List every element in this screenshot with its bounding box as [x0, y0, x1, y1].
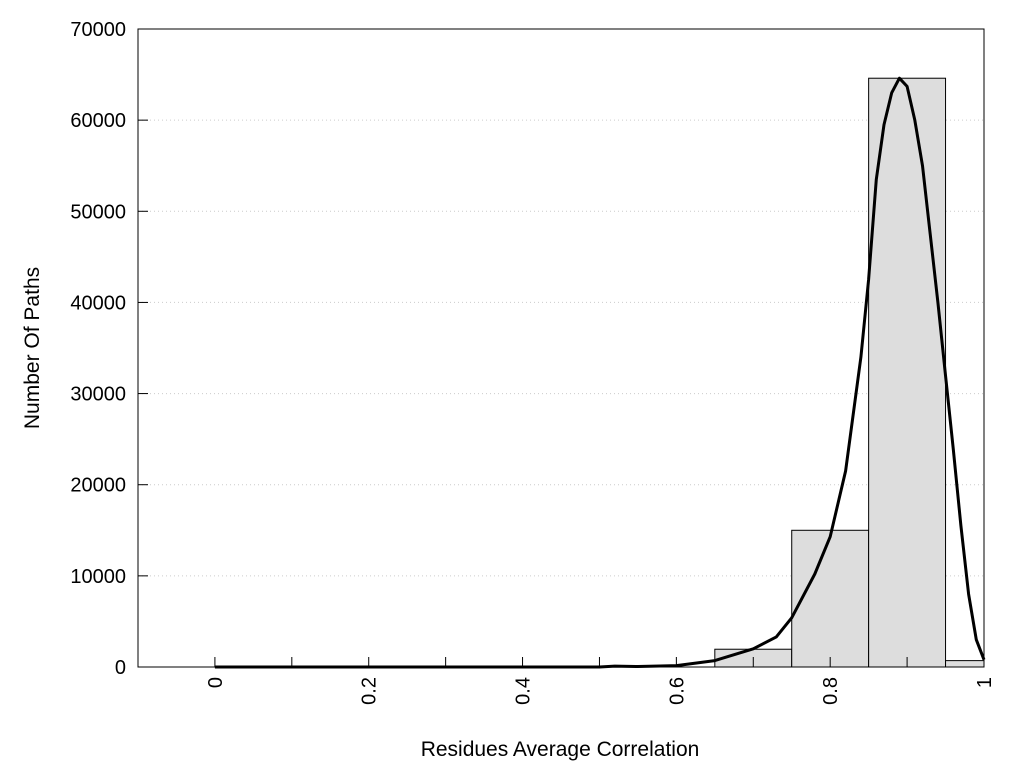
grid-lines: [138, 119, 984, 577]
y-tick-label-4: 40000: [70, 292, 126, 314]
histogram-bar-3: [945, 660, 985, 668]
axis-ticks: [138, 28, 985, 668]
y-tick-label-0: 0: [115, 657, 126, 679]
y-tick-label-5: 50000: [70, 201, 126, 223]
x-tick-labels: 0 0.2 0.4 0.6 0.8 1: [205, 677, 996, 705]
x-tick-label-1: 0.2: [359, 677, 381, 705]
histogram-bars: [714, 77, 985, 668]
y-tick-label-3: 30000: [70, 384, 126, 406]
y-tick-label-2: 20000: [70, 475, 126, 497]
y-tick-label-1: 10000: [70, 566, 126, 588]
histogram-bar-2: [868, 77, 947, 668]
y-tick-labels: 0 10000 20000 30000 40000 50000 60000 70000: [70, 19, 126, 679]
plot-frame: [137, 28, 985, 668]
y-tick-label-6: 60000: [70, 110, 126, 132]
x-tick-label-3: 0.6: [666, 677, 688, 705]
x-axis-title: Residues Average Correlation: [421, 738, 700, 761]
x-tick-label-2: 0.4: [513, 677, 535, 705]
x-tick-label-0: 0: [205, 677, 227, 688]
x-tick-label-4: 0.8: [820, 677, 842, 705]
y-tick-label-7: 70000: [70, 19, 126, 41]
x-tick-label-5: 1: [974, 677, 996, 688]
y-axis-title: Number Of Paths: [21, 267, 44, 429]
